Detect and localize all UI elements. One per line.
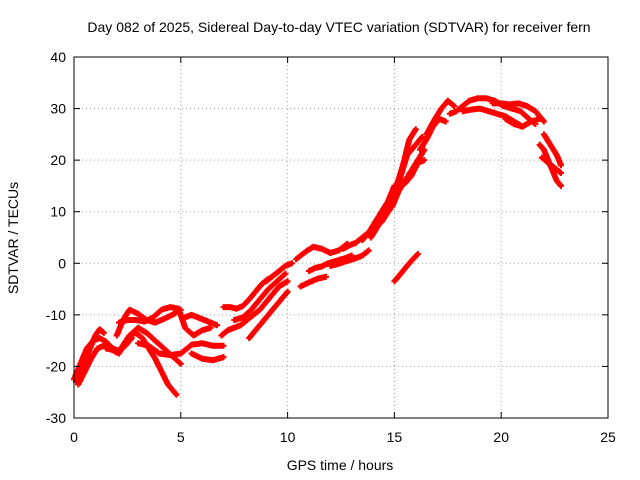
data-point-markers <box>327 247 372 269</box>
x-tick-label: 5 <box>177 429 185 445</box>
series-arc-09 <box>188 350 227 364</box>
data-point-markers <box>263 260 295 285</box>
series-arc-10 <box>182 311 221 329</box>
data-points <box>71 95 564 398</box>
series-arc-19 <box>327 247 372 269</box>
series-arc-26 <box>391 251 421 285</box>
data-point-markers <box>502 115 543 130</box>
data-point-markers <box>359 182 398 244</box>
data-point-markers <box>395 157 428 187</box>
y-tick-label: 10 <box>50 204 66 220</box>
chart-title: Day 082 of 2025, Sidereal Day-to-day VTE… <box>87 19 590 35</box>
data-point-markers <box>182 311 221 329</box>
y-tick-label: -10 <box>46 307 66 323</box>
series-arc-13 <box>231 270 289 323</box>
data-point-markers <box>306 252 355 274</box>
series-arc-14 <box>246 288 291 342</box>
series-arc-08 <box>135 340 227 359</box>
x-tick-label: 0 <box>70 429 78 445</box>
series-arc-28 <box>423 97 458 138</box>
series-arc-21 <box>359 182 398 244</box>
x-tick-label: 15 <box>387 429 403 445</box>
y-tick-label: 40 <box>50 49 66 65</box>
x-tick-label: 20 <box>493 429 509 445</box>
y-tick-label: -30 <box>46 410 66 426</box>
y-axis-label: SDTVAR / TECUs <box>5 182 21 294</box>
data-point-markers <box>231 270 289 323</box>
x-axis-ticks: 0 5 10 15 20 25 <box>70 57 616 445</box>
x-tick-label: 25 <box>600 429 616 445</box>
series-arc-04 <box>103 329 180 398</box>
y-axis-ticks: -30 -20 -10 0 10 20 30 40 <box>46 49 608 426</box>
series-arc-35 <box>540 131 564 169</box>
data-point-markers <box>540 131 564 169</box>
series-arc-18 <box>306 252 355 274</box>
y-tick-label: 0 <box>58 255 66 271</box>
series-arc-07 <box>115 304 214 339</box>
y-tick-label: 20 <box>50 152 66 168</box>
data-point-markers <box>135 340 227 359</box>
data-point-markers <box>246 288 291 342</box>
data-point-markers <box>297 273 329 290</box>
plot-frame <box>73 56 609 419</box>
series-arc-11 <box>218 278 291 339</box>
y-tick-label: 30 <box>50 101 66 117</box>
x-tick-label: 10 <box>280 429 296 445</box>
data-point-markers <box>218 278 291 339</box>
y-tick-label: -20 <box>46 358 66 374</box>
data-point-markers <box>103 329 180 398</box>
data-point-markers <box>538 154 564 176</box>
data-point-markers <box>73 326 107 385</box>
data-point-markers <box>188 350 227 364</box>
series-arc-17 <box>297 273 329 290</box>
series-arc-15 <box>263 260 295 285</box>
data-point-markers <box>115 304 214 339</box>
series-arc-34 <box>538 154 564 176</box>
data-point-markers <box>423 97 458 138</box>
series-arc-32 <box>502 115 543 130</box>
series-arc-02 <box>73 326 107 385</box>
x-axis-label: GPS time / hours <box>287 457 394 473</box>
series-arc-25 <box>395 157 428 187</box>
grid-lines <box>74 57 608 418</box>
data-point-markers <box>391 251 421 285</box>
